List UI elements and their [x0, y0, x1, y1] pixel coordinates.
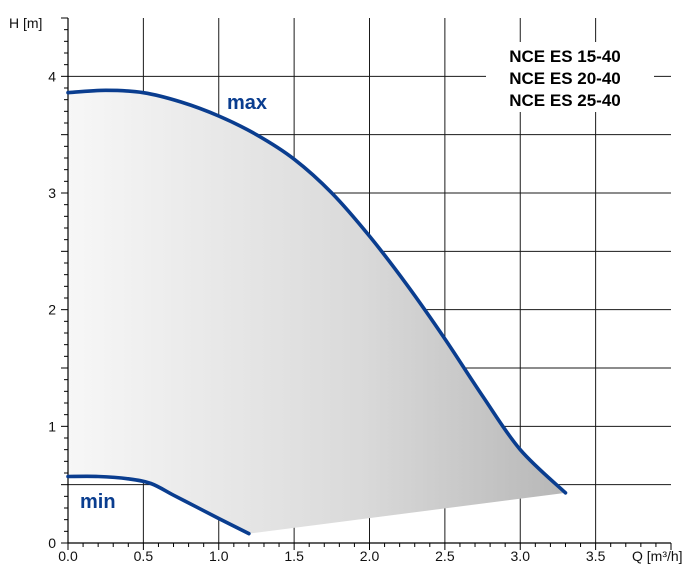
- operating-area: [68, 90, 566, 534]
- min-curve-label: min: [80, 491, 116, 513]
- x-tick-label: 1.0: [209, 548, 229, 564]
- x-tick-label: 3.5: [586, 548, 606, 564]
- y-tick-label: 3: [48, 185, 56, 201]
- x-tick-label: 0.5: [134, 548, 154, 564]
- y-tick-label: 1: [48, 418, 56, 434]
- model-label-1: NCE ES 15-40: [509, 47, 621, 66]
- model-label-2: NCE ES 20-40: [509, 69, 621, 88]
- model-list: NCE ES 15-40 NCE ES 20-40 NCE ES 25-40: [486, 42, 654, 112]
- tick-labels: 0.0 0.5 1.0 1.5 2.0 2.5 3.0 3.5 0 1 2 3 4: [48, 68, 605, 564]
- y-axis-label: H [m]: [9, 15, 42, 31]
- max-curve-label: max: [227, 92, 267, 114]
- curves: [66, 88, 568, 536]
- x-tick-label: 0.0: [58, 548, 78, 564]
- min-curve: [66, 474, 251, 536]
- x-axis-label: Q [m³/h]: [632, 548, 683, 564]
- max-curve: [66, 88, 568, 495]
- y-tick-label: 2: [48, 302, 56, 318]
- y-tick-label: 4: [48, 68, 56, 84]
- y-tick-label: 0: [48, 535, 56, 551]
- x-tick-label: 2.5: [435, 548, 455, 564]
- x-tick-label: 3.0: [511, 548, 531, 564]
- axes: [61, 17, 672, 550]
- x-tick-label: 1.5: [284, 548, 304, 564]
- x-tick-label: 2.0: [360, 548, 380, 564]
- model-label-3: NCE ES 25-40: [509, 91, 621, 110]
